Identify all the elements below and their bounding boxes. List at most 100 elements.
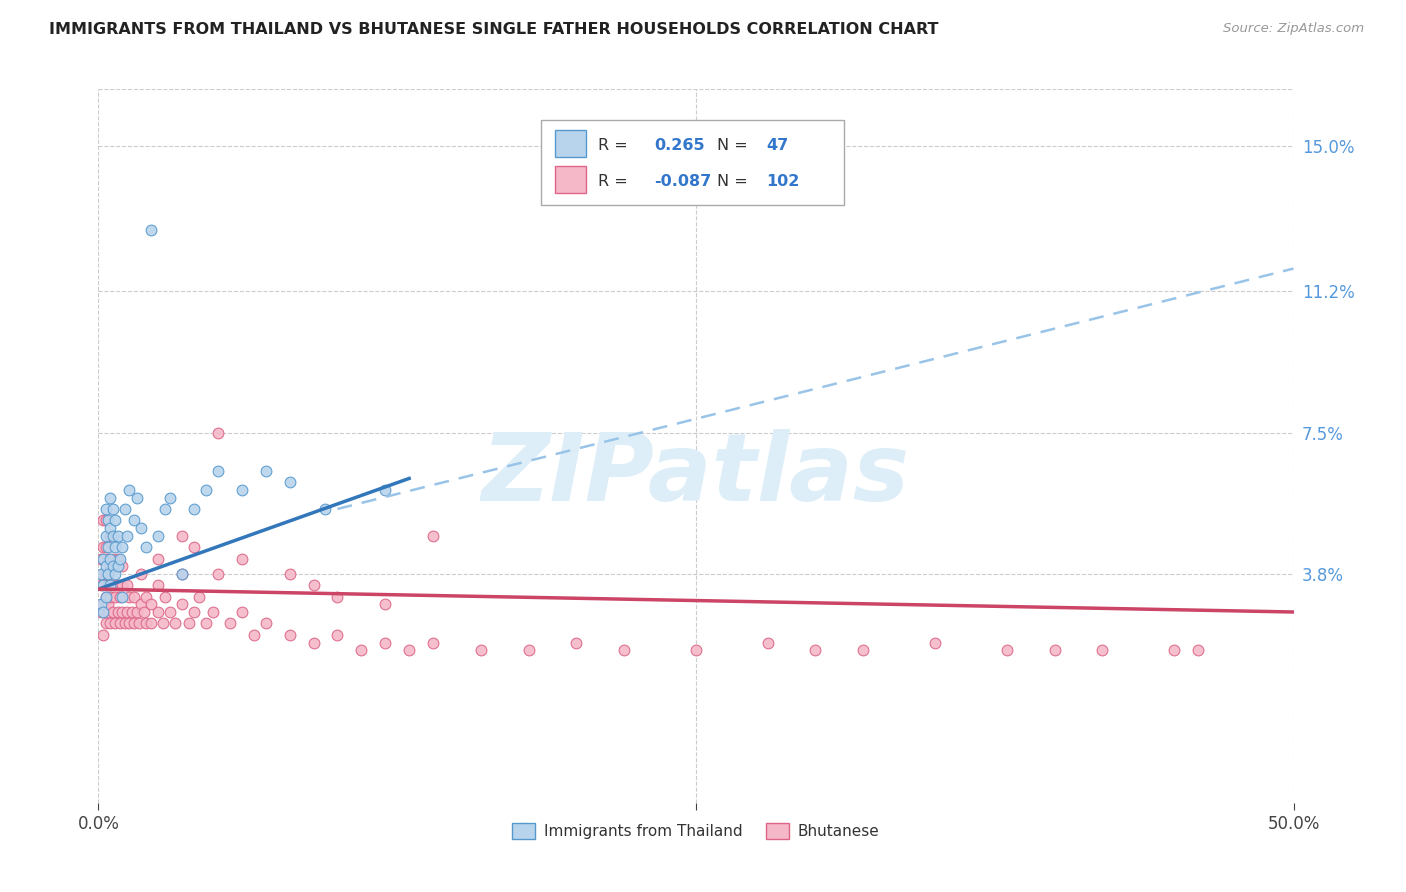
Point <box>278 628 301 642</box>
Point <box>111 605 134 619</box>
Point <box>114 616 136 631</box>
Point <box>159 605 181 619</box>
Point <box>163 616 186 631</box>
Point <box>108 551 131 566</box>
Point <box>97 513 120 527</box>
Point <box>94 513 117 527</box>
Point <box>172 529 194 543</box>
Point <box>104 513 127 527</box>
Point <box>98 521 122 535</box>
Point <box>97 578 120 592</box>
Point <box>94 502 117 516</box>
Point <box>118 590 141 604</box>
Point <box>121 605 143 619</box>
Point <box>131 521 153 535</box>
Point <box>207 425 229 440</box>
Point <box>187 590 209 604</box>
Point <box>131 598 153 612</box>
Point <box>94 529 117 543</box>
Text: R =: R = <box>598 138 633 153</box>
Point <box>94 540 117 554</box>
Point <box>132 605 155 619</box>
Point <box>91 566 114 581</box>
Point <box>107 578 129 592</box>
Point <box>135 616 157 631</box>
Point <box>172 566 194 581</box>
Point <box>101 502 124 516</box>
Point <box>118 616 141 631</box>
Point <box>139 598 162 612</box>
Point <box>94 566 117 581</box>
Point <box>155 502 177 516</box>
Point <box>422 529 444 543</box>
Point <box>183 605 205 619</box>
Point <box>326 590 349 604</box>
Text: 0.265: 0.265 <box>654 138 704 153</box>
Point <box>422 635 444 649</box>
Point <box>1187 643 1209 657</box>
Point <box>101 559 124 574</box>
Point <box>98 616 122 631</box>
Point <box>1163 643 1185 657</box>
Point <box>278 475 301 490</box>
Point <box>243 628 266 642</box>
Point <box>91 513 114 527</box>
Point <box>179 616 201 631</box>
Point <box>139 616 162 631</box>
Point <box>94 590 117 604</box>
Point <box>98 578 122 592</box>
Point <box>94 590 117 604</box>
Point <box>565 635 588 649</box>
Point <box>111 578 134 592</box>
Point <box>91 605 114 619</box>
Point <box>101 529 124 543</box>
Point <box>231 483 253 497</box>
Point <box>148 578 170 592</box>
Point <box>398 643 420 657</box>
Text: Source: ZipAtlas.com: Source: ZipAtlas.com <box>1223 22 1364 36</box>
Point <box>219 616 242 631</box>
Point <box>326 628 349 642</box>
Point <box>108 590 131 604</box>
Text: R =: R = <box>598 174 633 188</box>
Point <box>125 605 148 619</box>
Point <box>104 616 127 631</box>
Point <box>90 578 112 592</box>
Point <box>90 605 112 619</box>
Point <box>115 605 138 619</box>
Point <box>852 643 875 657</box>
Legend: Immigrants from Thailand, Bhutanese: Immigrants from Thailand, Bhutanese <box>506 817 886 845</box>
Point <box>97 605 120 619</box>
Point <box>97 566 120 581</box>
Point <box>90 566 112 581</box>
Point <box>207 464 229 478</box>
Point <box>254 464 277 478</box>
Point <box>98 559 122 574</box>
Point <box>350 643 373 657</box>
Point <box>111 590 134 604</box>
Point <box>924 635 946 649</box>
Point <box>231 551 253 566</box>
Point <box>183 502 205 516</box>
Point <box>104 540 127 554</box>
Point <box>104 590 127 604</box>
Point <box>98 551 122 566</box>
Point <box>135 540 157 554</box>
Point <box>98 529 122 543</box>
Point <box>195 616 218 631</box>
Point <box>111 540 134 554</box>
Point <box>155 590 177 604</box>
Point <box>685 643 707 657</box>
Text: 102: 102 <box>766 174 800 188</box>
Point <box>139 223 162 237</box>
Point <box>135 590 157 604</box>
Point <box>124 513 146 527</box>
Point <box>98 491 122 505</box>
Point <box>195 483 218 497</box>
Point <box>97 598 120 612</box>
Point <box>91 578 114 592</box>
Point <box>159 491 181 505</box>
Point <box>278 566 301 581</box>
Point <box>613 643 636 657</box>
Point <box>97 540 120 554</box>
